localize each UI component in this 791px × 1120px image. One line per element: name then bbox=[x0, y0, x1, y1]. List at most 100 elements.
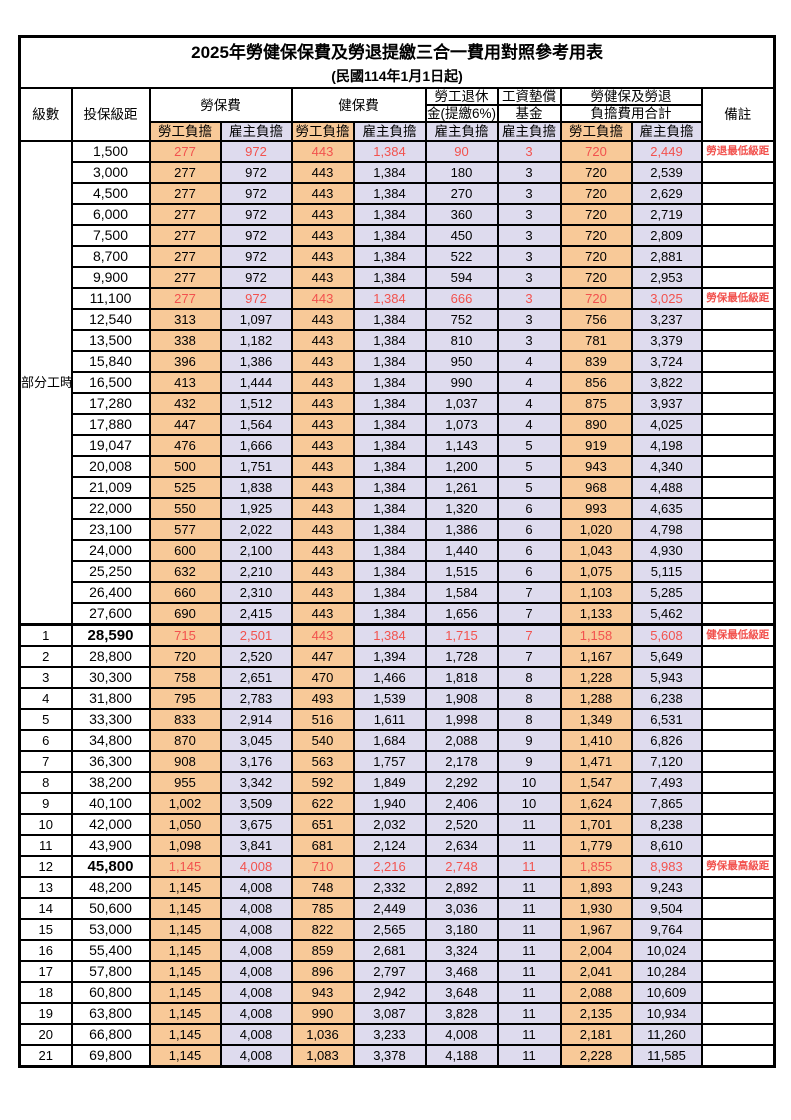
cell-insured-bracket: 53,000 bbox=[70, 918, 151, 941]
cell-total-employer: 8,238 bbox=[630, 813, 703, 836]
cell-total-employer: 5,462 bbox=[630, 602, 703, 626]
cell-total-employee: 1,779 bbox=[559, 834, 633, 857]
cell-health-employee: 443 bbox=[290, 308, 355, 331]
page-title: 2025年勞健保保費及勞退提繳三合一費用對照參考用表 bbox=[191, 43, 603, 62]
header-health-employer: 雇主負擔 bbox=[352, 121, 427, 142]
cell-labor-employer: 2,501 bbox=[219, 623, 293, 647]
cell-total-employer: 4,798 bbox=[630, 518, 703, 541]
cell-total-employer: 3,937 bbox=[630, 392, 703, 415]
cell-labor-employee: 313 bbox=[148, 308, 222, 331]
cell-total-employer: 8,610 bbox=[630, 834, 703, 857]
cell-total-employer: 3,822 bbox=[630, 371, 703, 394]
cell-labor-employer: 4,008 bbox=[219, 1002, 293, 1025]
cell-health-employer: 1,394 bbox=[352, 645, 427, 668]
cell-insured-bracket: 34,800 bbox=[70, 729, 151, 752]
cell-pension-employer: 1,715 bbox=[424, 623, 499, 647]
cell-labor-employee: 577 bbox=[148, 518, 222, 541]
cell-labor-employer: 972 bbox=[219, 245, 293, 268]
cell-note bbox=[700, 602, 776, 626]
cell-labor-employee: 500 bbox=[148, 455, 222, 478]
cell-health-employee: 563 bbox=[290, 750, 355, 773]
cell-total-employer: 6,531 bbox=[630, 708, 703, 731]
header-pension-line2: 金(提繳6%) bbox=[424, 104, 499, 123]
cell-insured-bracket: 36,300 bbox=[70, 750, 151, 773]
cell-health-employer: 1,539 bbox=[352, 687, 427, 710]
cell-labor-employer: 1,751 bbox=[219, 455, 293, 478]
cell-health-employee: 896 bbox=[290, 960, 355, 983]
cell-pension-employer: 180 bbox=[424, 161, 499, 184]
cell-health-employee: 592 bbox=[290, 771, 355, 794]
cell-health-employer: 1,384 bbox=[352, 602, 427, 626]
cell-pension-employer: 2,088 bbox=[424, 729, 499, 752]
table-row: 3,000 277 972 443 1,384 180 3 720 2,539 bbox=[20, 161, 776, 184]
cell-pension-employer: 270 bbox=[424, 182, 499, 205]
cell-level: 13 bbox=[18, 876, 73, 899]
cell-total-employer: 6,238 bbox=[630, 687, 703, 710]
cell-labor-employer: 4,008 bbox=[219, 1044, 293, 1068]
cell-health-employer: 1,384 bbox=[352, 329, 427, 352]
header-total-line1: 勞健保及勞退 bbox=[559, 87, 703, 106]
cell-note: 勞保最高級距 bbox=[700, 855, 776, 878]
cell-insured-bracket: 4,500 bbox=[70, 182, 151, 205]
cell-health-employer: 1,384 bbox=[352, 413, 427, 436]
cell-health-employer: 1,384 bbox=[352, 287, 427, 310]
cell-labor-employee: 632 bbox=[148, 560, 222, 583]
cell-level: 9 bbox=[18, 792, 73, 815]
cell-total-employee: 1,103 bbox=[559, 581, 633, 604]
header-pension-line1: 勞工退休 bbox=[424, 87, 499, 106]
cell-level: 12 bbox=[18, 855, 73, 878]
cell-total-employee: 720 bbox=[559, 287, 633, 310]
cell-health-employee: 443 bbox=[290, 371, 355, 394]
cell-pension-employer: 3,180 bbox=[424, 918, 499, 941]
cell-total-employer: 2,719 bbox=[630, 203, 703, 226]
table-row: 部分工時 1,500 277 972 443 1,384 90 3 720 2,449 勞退最低級距 bbox=[18, 140, 776, 626]
cell-insured-bracket: 26,400 bbox=[70, 581, 151, 604]
header-labor-employer: 雇主負擔 bbox=[219, 121, 293, 142]
premium-reference-table: 2025年勞健保保費及勞退提繳三合一費用對照參考用表 (民國114年1月1日起)… bbox=[18, 35, 777, 1068]
cell-total-employer: 5,943 bbox=[630, 666, 703, 689]
cell-labor-employer: 1,444 bbox=[219, 371, 293, 394]
cell-health-employee: 710 bbox=[290, 855, 355, 878]
table-row: 9 40,100 1,002 3,509 622 1,940 2,406 10 1,624 7,8… bbox=[18, 792, 776, 815]
cell-insured-bracket: 15,840 bbox=[70, 350, 151, 373]
table-row: 2 28,800 720 2,520 447 1,394 1,728 7 1,167 5,649 bbox=[18, 645, 776, 668]
table-row: 12 45,800 1,145 4,008 710 2,216 2,748 11 1,855 8,… bbox=[18, 855, 776, 878]
cell-labor-employer: 1,564 bbox=[219, 413, 293, 436]
cell-total-employee: 1,075 bbox=[559, 560, 633, 583]
cell-health-employer: 2,332 bbox=[352, 876, 427, 899]
table-row: 13 48,200 1,145 4,008 748 2,332 2,892 11 1,893 9,… bbox=[18, 876, 776, 899]
cell-insured-bracket: 50,600 bbox=[70, 897, 151, 920]
cell-insured-bracket: 45,800 bbox=[70, 855, 151, 878]
cell-health-employee: 943 bbox=[290, 981, 355, 1004]
cell-health-employer: 2,449 bbox=[352, 897, 427, 920]
cell-total-employer: 10,024 bbox=[630, 939, 703, 962]
cell-level: 10 bbox=[18, 813, 73, 836]
header-wage-fund-line1: 工資墊償 bbox=[496, 87, 562, 106]
cell-total-employer: 11,260 bbox=[630, 1023, 703, 1046]
title-cell: 2025年勞健保保費及勞退提繳三合一費用對照參考用表 (民國114年1月1日起) bbox=[18, 35, 776, 89]
cell-labor-employer: 2,415 bbox=[219, 602, 293, 626]
cell-total-employee: 720 bbox=[559, 161, 633, 184]
cell-labor-employee: 550 bbox=[148, 497, 222, 520]
cell-total-employee: 968 bbox=[559, 476, 633, 499]
cell-health-employee: 443 bbox=[290, 581, 355, 604]
cell-total-employee: 720 bbox=[559, 203, 633, 226]
table-row: 16 55,400 1,145 4,008 859 2,681 3,324 11 2,004 10… bbox=[18, 939, 776, 962]
table-row: 27,600 690 2,415 443 1,384 1,656 7 1,133 5,462 bbox=[20, 602, 776, 626]
cell-note: 勞保最低級距 bbox=[700, 287, 776, 310]
cell-total-employee: 1,547 bbox=[559, 771, 633, 794]
cell-health-employer: 3,233 bbox=[352, 1023, 427, 1046]
header-note: 備註 bbox=[700, 87, 776, 142]
cell-note bbox=[700, 1002, 776, 1025]
cell-pension-employer: 1,143 bbox=[424, 434, 499, 457]
cell-pension-employer: 3,468 bbox=[424, 960, 499, 983]
cell-total-employer: 2,953 bbox=[630, 266, 703, 289]
header-row-groups: 級數 投保級距 勞保費 健保費 勞工退休 工資墊償 勞健保及勞退 備註 bbox=[18, 87, 776, 142]
cell-wage-fund-employer: 3 bbox=[496, 329, 562, 352]
cell-level: 16 bbox=[18, 939, 73, 962]
cell-pension-employer: 1,728 bbox=[424, 645, 499, 668]
cell-wage-fund-employer: 11 bbox=[496, 834, 562, 857]
cell-pension-employer: 990 bbox=[424, 371, 499, 394]
cell-labor-employee: 277 bbox=[148, 266, 222, 289]
cell-note bbox=[700, 161, 776, 184]
